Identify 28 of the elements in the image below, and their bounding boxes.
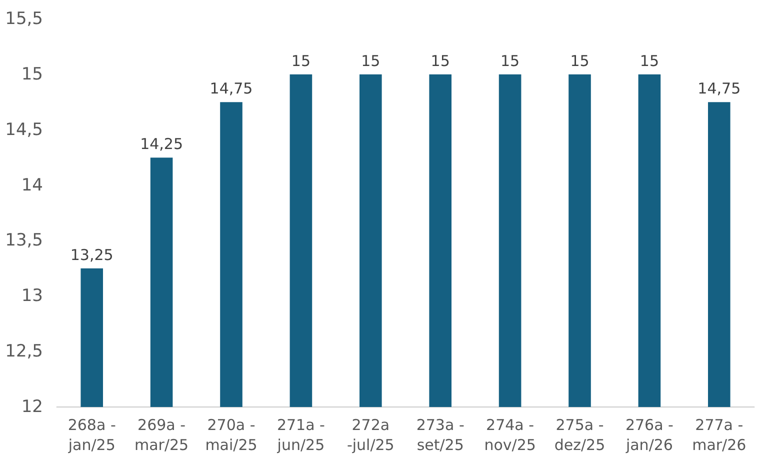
data-label: 13,25 [70,246,114,264]
y-tick-label: 14,5 [5,120,43,140]
data-label: 15 [570,52,590,70]
data-label: 14,25 [140,135,184,154]
y-tick-label: 15,5 [5,9,43,29]
data-label: 15 [640,52,659,70]
x-tick-label: 269a - mar/25 [134,416,189,454]
x-tick-label: 272a -jul/25 [346,416,394,454]
x-tick-label: 277a - mar/26 [692,416,746,454]
data-label: 15 [500,52,520,70]
y-tick-label: 13,5 [5,230,43,251]
data-label: 15 [430,52,450,70]
x-tick-label: 268a - jan/25 [67,416,116,454]
data-label: 15 [291,52,310,70]
x-tick-label: 273a - set/25 [416,416,464,454]
data-label: 15 [361,52,380,70]
data-label: 14,75 [210,80,253,98]
y-tick-label: 14 [21,175,43,196]
y-tick-label: 12 [21,397,43,417]
y-tick-label: 13 [21,286,43,306]
x-tick-label: 271a - jun/25 [276,416,325,454]
data-label: 14,75 [698,80,741,98]
x-tick-label: 270a - mai/25 [205,416,258,454]
x-tick-label: 275a - dez/25 [554,416,606,454]
x-tick-label: 274a - nov/25 [484,416,536,454]
y-tick-label: 15 [21,64,43,84]
x-tick-label: 276a - jan/26 [624,416,674,454]
y-tick-label: 12,5 [5,342,43,362]
